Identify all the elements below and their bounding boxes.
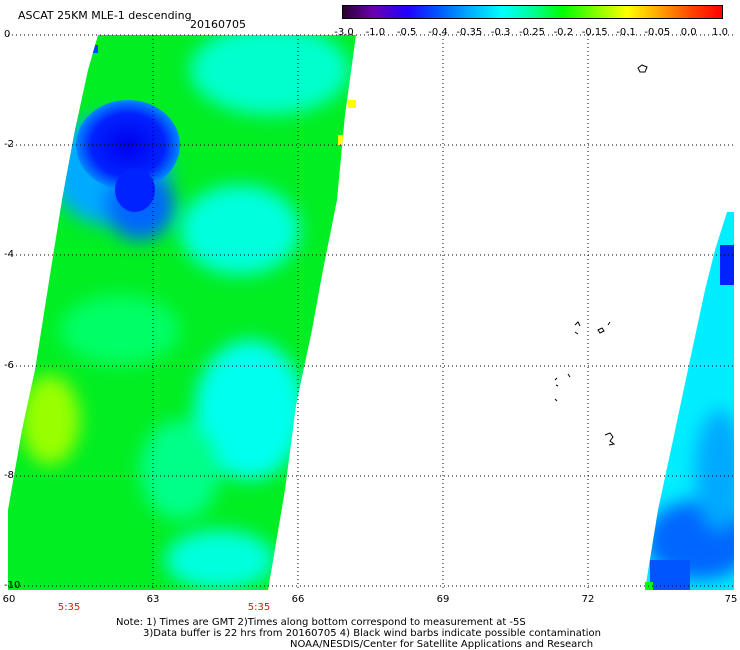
left-swath	[8, 35, 356, 590]
y-tick-label: -6	[4, 360, 14, 371]
x-tick-label: 69	[436, 594, 450, 605]
colorbar-tick-label: 0.0	[680, 27, 697, 38]
colorbar-tick-label: -0.35	[456, 27, 483, 38]
chart-date: 20160705	[190, 18, 246, 31]
y-tick-label: -4	[4, 249, 14, 260]
swath-time-label: 5:35	[247, 602, 271, 613]
colorbar-tick-label: -0.2	[553, 27, 574, 38]
colorbar-tick-label: -0.3	[490, 27, 511, 38]
colorbar-tick-label: -0.05	[644, 27, 671, 38]
island-outlines	[554, 64, 648, 446]
colorbar-tick-label: -0.1	[616, 27, 636, 38]
right-swath	[645, 212, 734, 590]
note-line-3: NOAA/NESDIS/Center for Satellite Applica…	[290, 639, 594, 650]
colorbar-tick-label: -0.25	[519, 27, 545, 38]
colorbar-labels: -3.0 -1.0 -0.5 -0.4 -0.35 -0.3 -0.25 -0.2 -0.15-…	[330, 27, 740, 38]
colorbar-tick-label: -0.4	[428, 27, 448, 38]
y-tick-label: -10	[4, 580, 21, 591]
note-line-2: 3)Data buffer is 22 hrs from 20160705 4)…	[143, 628, 601, 639]
colorbar-tick-label: 1.0	[712, 27, 728, 38]
y-tick-label: 0	[4, 29, 11, 40]
colorbar-tick-label: -0.15	[581, 27, 608, 38]
x-tick-label: 72	[581, 594, 595, 605]
y-tick-label: -2	[4, 139, 14, 150]
x-tick-label: 66	[291, 594, 305, 605]
swath-time-label: 5:35	[57, 602, 81, 613]
colorbar-tick-label: -3.0	[334, 27, 354, 38]
y-tick-label: -8	[4, 470, 14, 481]
x-tick-label: 75	[724, 594, 738, 605]
colorbar	[342, 5, 723, 19]
x-tick-label: 63	[146, 594, 160, 605]
colorbar-tick-label: -0.5	[396, 27, 417, 38]
chart-title: ASCAT 25KM MLE-1 descending	[18, 9, 192, 22]
colorbar-tick-label: -1.0	[365, 27, 386, 38]
grid-lines	[8, 34, 734, 590]
note-line-1: Note: 1) Times are GMT 2)Times along bot…	[116, 617, 526, 628]
x-tick-label: 60	[2, 594, 16, 605]
